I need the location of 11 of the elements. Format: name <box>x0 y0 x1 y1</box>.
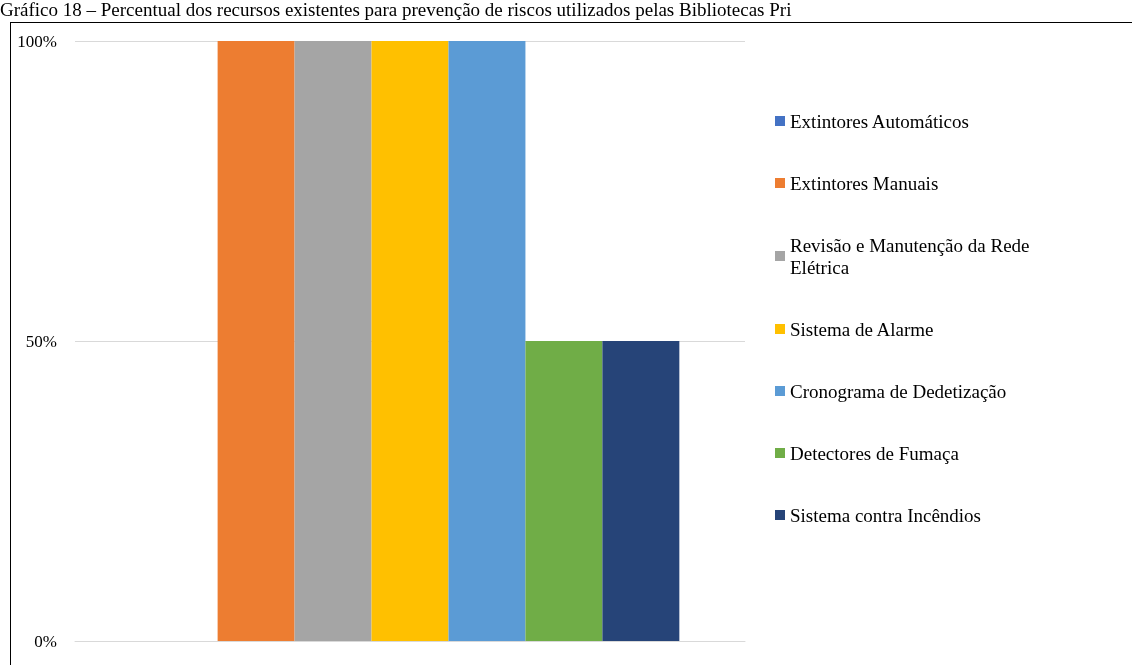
y-tick-label: 50% <box>25 331 57 351</box>
legend-label: Extintores Automáticos <box>790 110 969 132</box>
legend-label: Cronograma de Dedetização <box>790 380 1007 402</box>
legend-label: Extintores Manuais <box>790 172 939 194</box>
legend-label: Sistema contra Incêndios <box>790 504 982 526</box>
y-tick-label: 0% <box>34 631 57 651</box>
chart-title: Gráfico 18 – Percentual dos recursos existentes para prevenção de riscos utilizados pelas Bibliotecas Pri <box>0 0 793 22</box>
legend-label: Detectores de Fumaça <box>790 442 960 464</box>
legend-label: Revisão e Manutenção da Rede Elétrica <box>790 234 1035 278</box>
y-tick-label: 100% <box>17 31 57 51</box>
legend-label: Sistema de Alarme <box>790 318 934 340</box>
